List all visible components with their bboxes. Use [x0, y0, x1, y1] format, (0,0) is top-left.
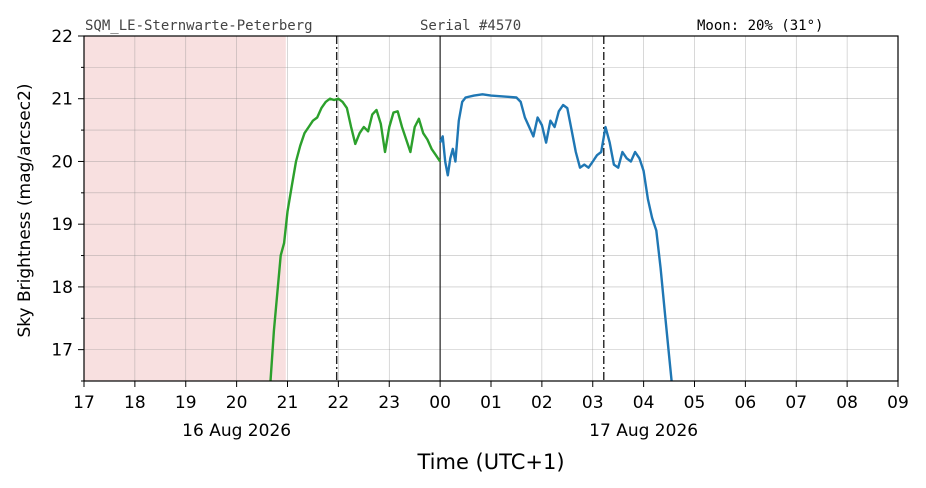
y-tick-label: 22 — [51, 27, 73, 47]
x-tick-label: 04 — [633, 393, 655, 413]
station-name: SQM_LE-Sternwarte-Peterberg — [85, 18, 313, 34]
serial-number: Serial #4570 — [420, 18, 521, 34]
y-tick-label: 18 — [51, 278, 73, 298]
y-tick-label: 19 — [51, 215, 73, 235]
x-tick-label: 17 — [73, 393, 95, 413]
x-tick-label: 22 — [328, 393, 350, 413]
x-tick-label: 23 — [378, 393, 400, 413]
x-tick-label: 05 — [684, 393, 706, 413]
y-tick-label: 21 — [51, 90, 73, 110]
x-tick-label: 08 — [836, 393, 858, 413]
x-tick-label: 20 — [226, 393, 248, 413]
x-tick-label: 09 — [887, 393, 909, 413]
moon-info: Moon: 20% (31°) — [697, 18, 823, 34]
y-tick-label: 17 — [51, 341, 73, 361]
series-line-1 — [269, 97, 442, 382]
x-tick-label: 18 — [124, 393, 146, 413]
x-tick-label: 01 — [480, 393, 502, 413]
x-tick-label: 06 — [735, 393, 757, 413]
ticks: 17 18 19 20 21 22 23 00 01 02 03 04 05 06 07 08 09 17 18 19… — [51, 27, 908, 441]
x-axis-label: Time (UTC+1) — [416, 450, 564, 474]
y-axis-label: Sky Brightness (mag/arcsec2) — [15, 83, 35, 337]
x-tick-label: 21 — [277, 393, 299, 413]
shaded-region — [84, 36, 286, 381]
date-label: 17 Aug 2026 — [589, 421, 698, 441]
date-label: 16 Aug 2026 — [182, 421, 291, 441]
x-tick-label: 03 — [582, 393, 604, 413]
x-tick-label: 00 — [429, 393, 451, 413]
x-tick-label: 19 — [175, 393, 197, 413]
series-line-2 — [438, 93, 673, 382]
twilight-shade — [84, 36, 286, 381]
series-lines — [269, 93, 673, 382]
y-tick-label: 20 — [51, 152, 73, 172]
x-tick-label: 02 — [531, 393, 553, 413]
vertical-markers — [335, 36, 605, 381]
x-tick-label: 07 — [785, 393, 807, 413]
